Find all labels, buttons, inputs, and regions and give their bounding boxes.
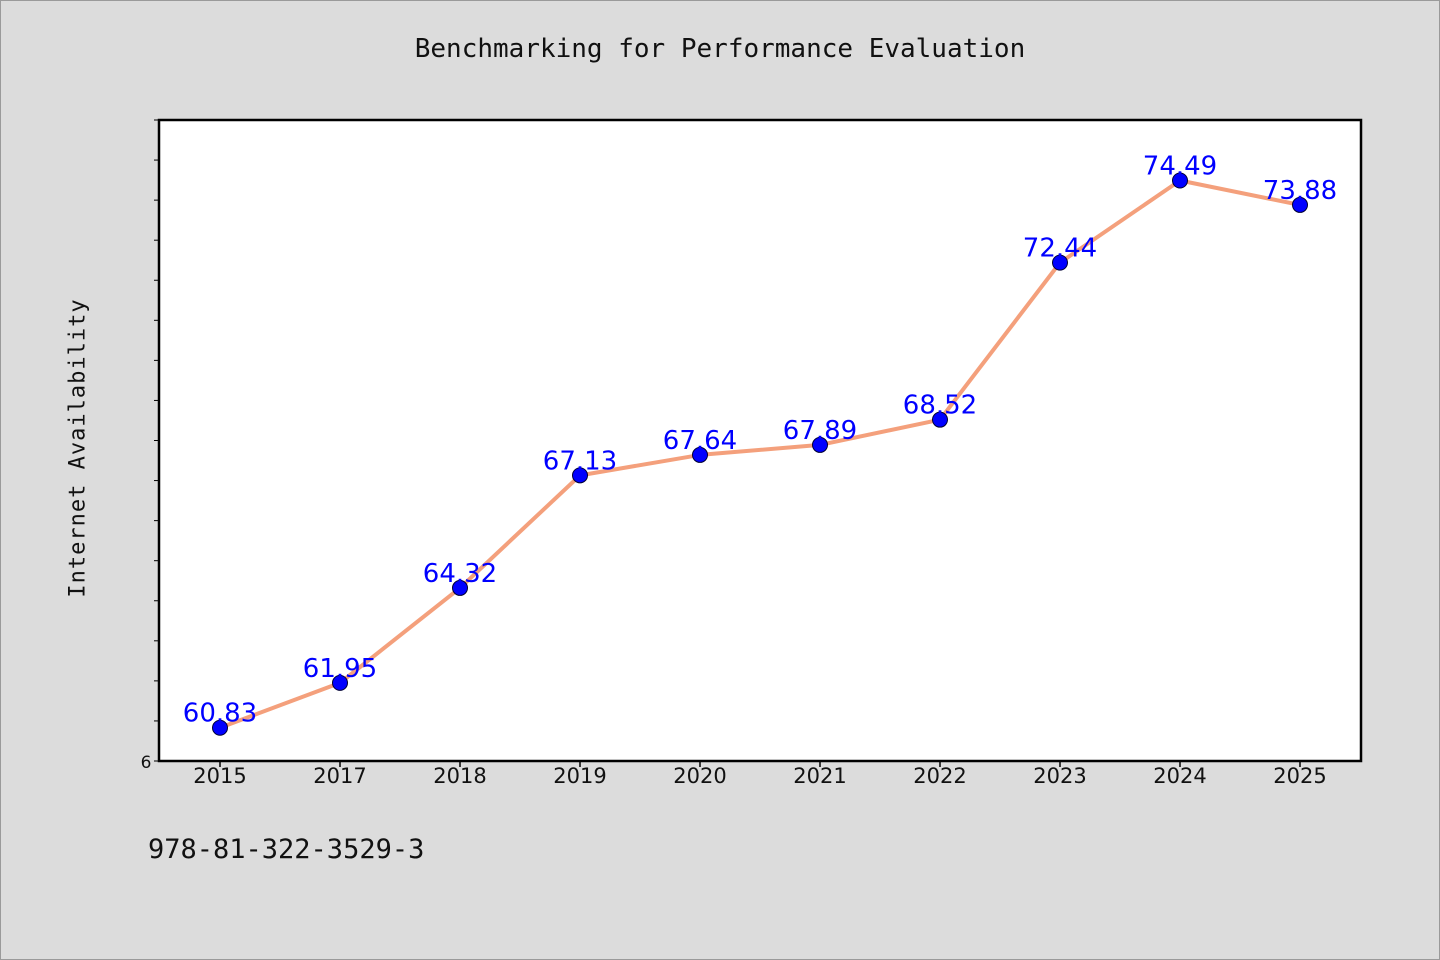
data-label: 61.95 (303, 654, 377, 684)
x-tick-label: 2020 (673, 764, 726, 788)
data-point (212, 719, 228, 736)
x-tick-label: 2015 (193, 764, 246, 788)
data-point (692, 446, 708, 463)
data-point (332, 674, 348, 691)
data-label: 60.83 (183, 699, 257, 729)
series-line (218, 178, 1302, 730)
x-tick-label: 2022 (913, 764, 966, 788)
data-point (1292, 196, 1308, 213)
isbn-text: 978-81-322-3529-3 (148, 834, 425, 865)
data-label: 68.52 (903, 391, 977, 421)
data-point (1052, 254, 1068, 271)
data-label: 67.64 (663, 426, 737, 456)
x-tick-label: 2023 (1033, 764, 1086, 788)
data-point (572, 467, 588, 484)
y-axis-ticks (154, 119, 159, 762)
y-tick-label: 6 (141, 753, 152, 773)
data-point (932, 411, 948, 428)
x-tick-label: 2024 (1153, 764, 1206, 788)
data-label: 72.44 (1023, 234, 1097, 264)
data-label: 74.49 (1143, 151, 1217, 181)
data-point (452, 579, 468, 596)
data-point-markers (212, 172, 1308, 736)
data-point (812, 436, 828, 453)
data-labels: 60.83 61.95 64.32 67.13 67.64 67.89 68.52 72.44… (183, 151, 1337, 728)
x-axis-tick-labels: 2015 2017 2018 2019 2020 2021 2022 2023 2024 2025 (193, 764, 1326, 788)
data-point (1172, 172, 1188, 189)
x-axis-ticks (219, 761, 1301, 767)
data-label: 73.88 (1263, 176, 1337, 206)
x-tick-label: 2025 (1273, 764, 1326, 788)
chart-title: Benchmarking for Performance Evaluation (414, 34, 1026, 64)
x-tick-label: 2019 (553, 764, 606, 788)
x-tick-label: 2018 (433, 764, 486, 788)
data-label: 64.32 (423, 559, 497, 589)
data-label: 67.13 (543, 446, 617, 476)
data-label: 67.89 (783, 416, 857, 446)
x-tick-label: 2021 (793, 764, 846, 788)
plot-area (157, 118, 1363, 763)
x-tick-label: 2017 (313, 764, 366, 788)
